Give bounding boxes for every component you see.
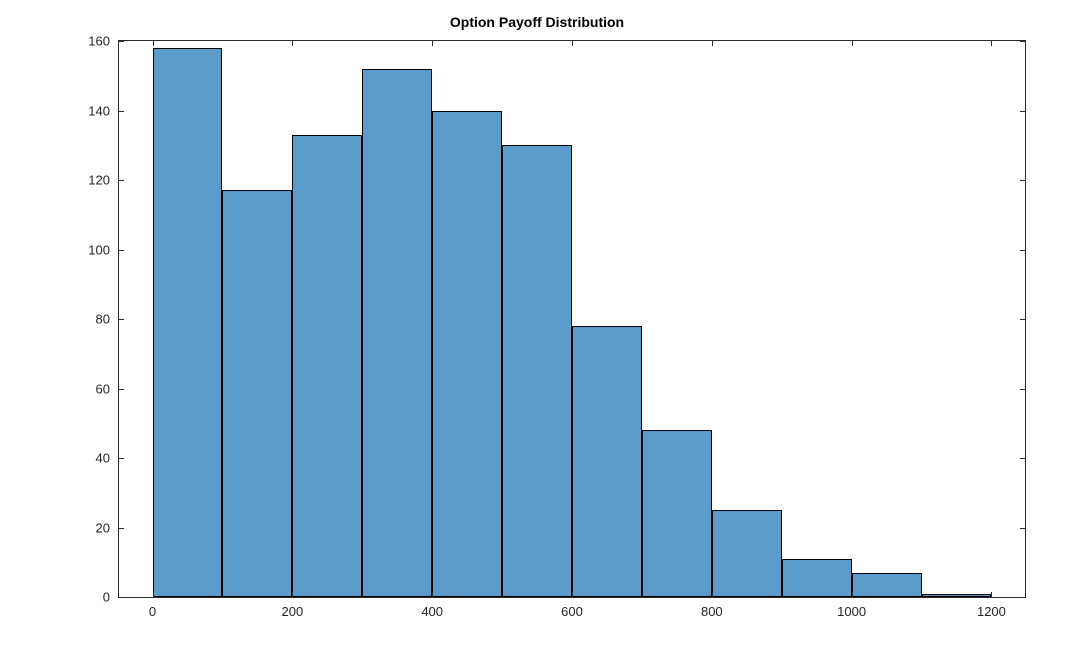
xtick-label: 1000 bbox=[837, 604, 866, 619]
plot-area bbox=[118, 40, 1026, 598]
ytick-label: 120 bbox=[88, 173, 110, 188]
xtick-label: 1200 bbox=[977, 604, 1006, 619]
xtick-label: 800 bbox=[701, 604, 723, 619]
xtick-label: 200 bbox=[282, 604, 304, 619]
histogram-bar bbox=[852, 573, 922, 597]
xtick-label: 600 bbox=[561, 604, 583, 619]
ytick-label: 20 bbox=[96, 520, 110, 535]
ytick-label: 160 bbox=[88, 34, 110, 49]
chart-title: Option Payoff Distribution bbox=[0, 14, 1074, 30]
histogram-bar bbox=[362, 69, 432, 597]
histogram-bar bbox=[712, 510, 782, 597]
xtick-label: 400 bbox=[421, 604, 443, 619]
histogram-bar bbox=[292, 135, 362, 597]
ytick-mark bbox=[119, 597, 124, 598]
histogram-bar bbox=[642, 430, 712, 597]
histogram-bar bbox=[153, 48, 223, 597]
ytick-mark bbox=[1020, 597, 1025, 598]
ytick-label: 100 bbox=[88, 242, 110, 257]
figure: Option Payoff Distribution 0 20 40 60 80 100 1… bbox=[0, 0, 1074, 647]
ytick-label: 0 bbox=[103, 590, 110, 605]
histogram-bar bbox=[432, 111, 502, 598]
histogram-bar bbox=[222, 190, 292, 597]
bars-layer bbox=[119, 41, 1025, 597]
histogram-bar bbox=[572, 326, 642, 597]
ytick-label: 140 bbox=[88, 103, 110, 118]
ytick-label: 40 bbox=[96, 451, 110, 466]
ytick-label: 80 bbox=[96, 312, 110, 327]
histogram-bar bbox=[502, 145, 572, 597]
xtick-label: 0 bbox=[149, 604, 156, 619]
histogram-bar bbox=[922, 594, 992, 597]
ytick-label: 60 bbox=[96, 381, 110, 396]
histogram-bar bbox=[782, 559, 852, 597]
